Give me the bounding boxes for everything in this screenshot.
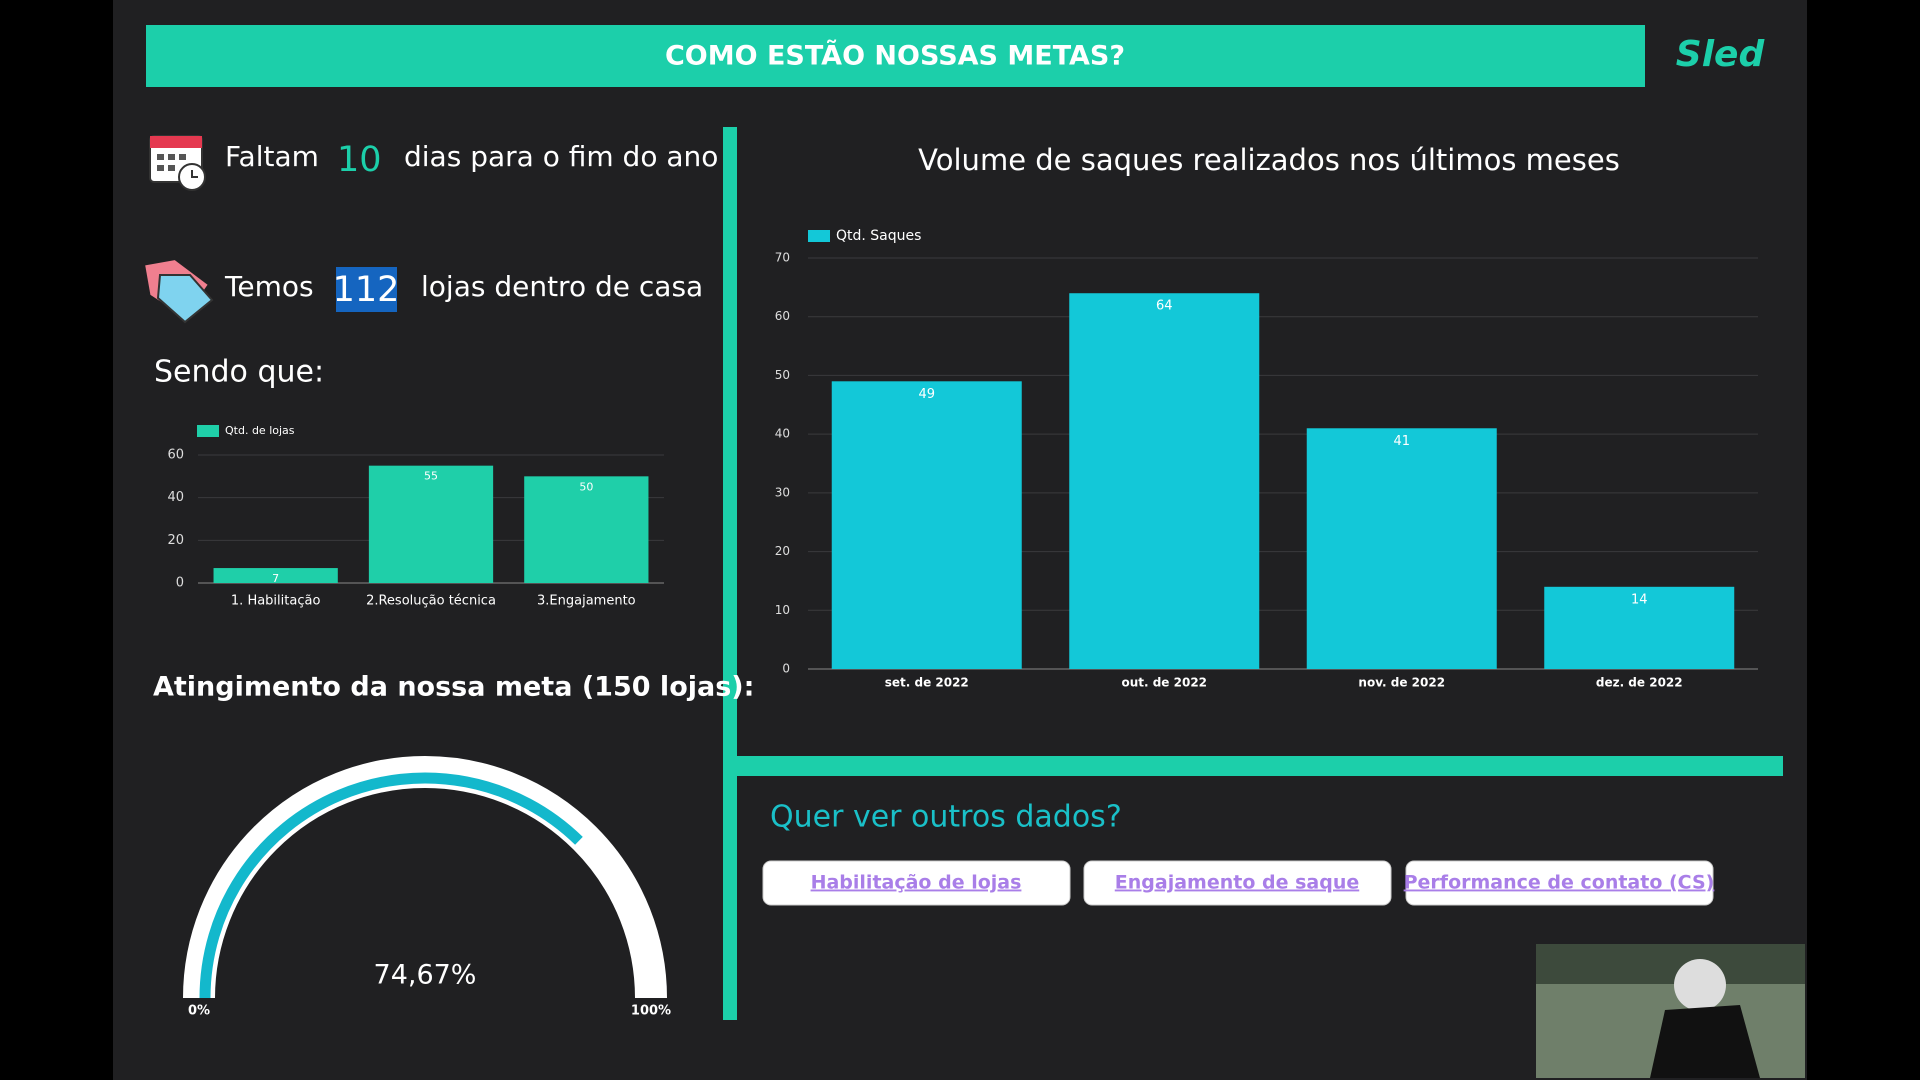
legend-swatch: [197, 425, 219, 437]
gauge-tick-label: 100%: [631, 1004, 671, 1019]
y-tick-label: 70: [775, 251, 790, 265]
x-tick-label: nov. de 2022: [1358, 676, 1445, 690]
link-button[interactable]: [1083, 860, 1392, 906]
section-title: Sendo que:: [154, 355, 324, 390]
x-tick-label: 1. Habilitação: [231, 594, 321, 609]
bar-value-label: 49: [918, 387, 935, 402]
y-tick-label: 0: [176, 576, 184, 591]
x-tick-label: 3.Engajamento: [537, 594, 636, 609]
y-tick-label: 60: [167, 448, 184, 463]
link-button[interactable]: [762, 860, 1071, 906]
bar: [1069, 293, 1260, 669]
gauge-track: [183, 756, 667, 999]
y-tick-label: 0: [782, 662, 790, 676]
legend-label: Qtd. de lojas: [225, 424, 295, 437]
bar: [213, 568, 338, 583]
y-tick-label: 60: [775, 309, 790, 323]
stores-suffix: lojas dentro de casa: [421, 270, 703, 303]
legend-swatch: [808, 230, 830, 242]
stores-value: 112: [333, 270, 400, 310]
bar: [524, 476, 649, 583]
chart-title: Volume de saques realizados nos últimos …: [918, 143, 1620, 177]
countdown-suffix: dias para o fim do ano: [404, 140, 718, 173]
countdown-value: 10: [337, 140, 382, 180]
divider-vertical: [723, 127, 737, 1020]
bar-value-label: 7: [272, 572, 279, 585]
links-title: Quer ver outros dados?: [770, 800, 1122, 835]
bar: [831, 381, 1022, 669]
gauge-fill: [199, 772, 583, 999]
x-tick-label: set. de 2022: [885, 676, 969, 690]
y-tick-label: 50: [775, 368, 790, 382]
header-title: COMO ESTÃO NOSSAS METAS?: [665, 40, 1125, 72]
x-tick-label: out. de 2022: [1121, 676, 1207, 690]
sale-icon: [145, 260, 214, 324]
bar: [1306, 428, 1497, 669]
gauge-tick-label: 0%: [188, 1004, 210, 1019]
y-tick-label: 30: [775, 485, 790, 499]
chart-title: Atingimento da nossa meta (150 lojas):: [153, 672, 754, 703]
x-tick-label: 2.Resolução técnica: [366, 594, 496, 609]
header-bar: [146, 25, 1645, 87]
bar: [368, 465, 494, 583]
calendar-icon: [149, 135, 206, 191]
y-tick-label: 40: [775, 427, 790, 441]
y-tick-label: 20: [167, 533, 184, 548]
bar: [1544, 586, 1735, 669]
link-text[interactable]: Habilitação de lojas: [811, 872, 1022, 894]
y-tick-label: 40: [167, 490, 184, 505]
divider-horizontal: [737, 756, 1783, 776]
link-text[interactable]: Performance de contato (CS): [1404, 872, 1715, 894]
gauge-value-label: 74,67%: [374, 960, 477, 991]
video-thumbnail: [1536, 944, 1805, 1078]
logo: Sled: [1676, 34, 1766, 75]
link-button[interactable]: [1405, 860, 1714, 906]
bar-value-label: 64: [1156, 299, 1173, 314]
bar-value-label: 41: [1393, 434, 1410, 449]
y-tick-label: 10: [775, 603, 790, 617]
link-text[interactable]: Engajamento de saque: [1115, 872, 1359, 894]
countdown-prefix: Faltam: [225, 140, 319, 173]
stores-prefix: Temos: [224, 270, 314, 303]
bar-value-label: 55: [424, 470, 438, 483]
x-tick-label: dez. de 2022: [1596, 676, 1683, 690]
y-tick-label: 20: [775, 544, 790, 558]
bar-value-label: 50: [579, 480, 593, 493]
stores-highlight: [336, 267, 397, 312]
bar-value-label: 14: [1631, 592, 1648, 607]
legend-label: Qtd. Saques: [836, 228, 921, 244]
